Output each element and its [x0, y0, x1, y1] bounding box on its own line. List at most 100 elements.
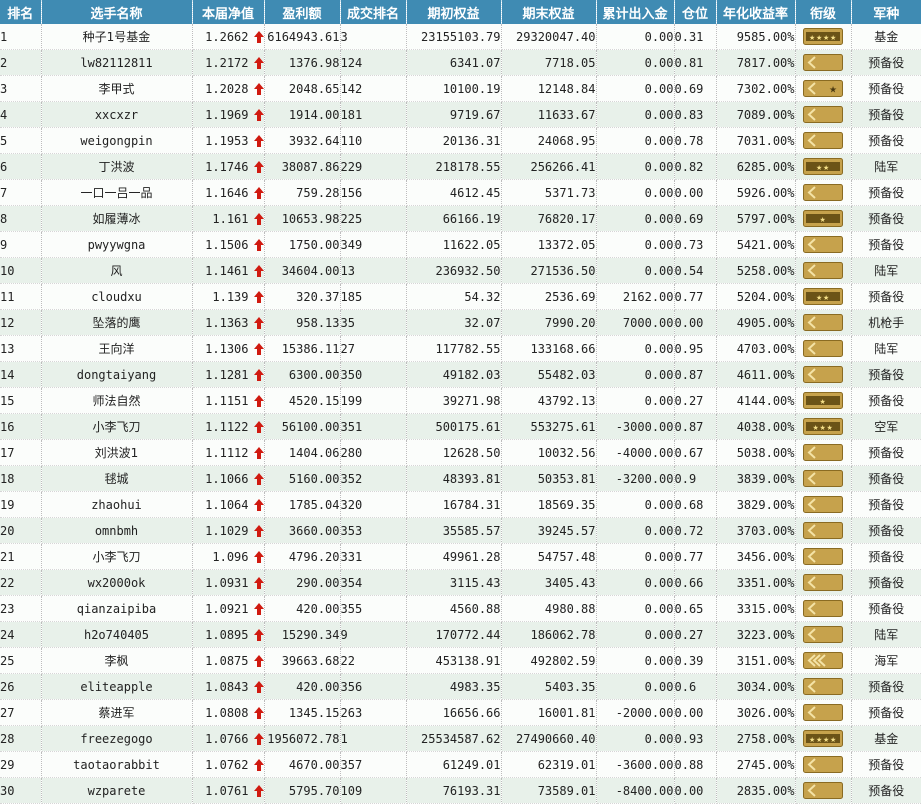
table-row[interactable]: 8 如履薄冰 1.161 10653.98 225 66166.19 76820.17 0.0…	[0, 205, 921, 232]
header-player-name[interactable]: 选手名称	[41, 0, 193, 24]
nav-value: 1.0808	[205, 705, 249, 720]
table-row[interactable]: 25 李枫 1.0875 39663.68 22 453138.91 492802.59 0.…	[0, 647, 921, 674]
player-name-link[interactable]: 王向洋	[41, 335, 193, 362]
nav-value: 1.1506	[205, 237, 249, 252]
player-name-link[interactable]: 小李飞刀	[41, 543, 193, 570]
military-rank-badge-icon	[803, 600, 843, 617]
player-name-link[interactable]: omnbmh	[41, 517, 193, 544]
player-name-link[interactable]: 李枫	[41, 647, 193, 674]
annual-return-cell: 5797.00%	[716, 205, 796, 232]
player-name-link[interactable]: pwyywgna	[41, 231, 193, 258]
table-row[interactable]: 9 pwyywgna 1.1506 1750.00 349 11622.05 13372.0…	[0, 231, 921, 258]
player-name-link[interactable]: weigongpin	[41, 127, 193, 154]
table-row[interactable]: 16 小李飞刀 1.1122 56100.00 351 500175.61 553275.6…	[0, 413, 921, 440]
header-annual-return[interactable]: 年化收益率	[716, 0, 796, 24]
table-row[interactable]: 19 zhaohui 1.1064 1785.04 320 16784.31 18569.3…	[0, 491, 921, 518]
rank-badge-cell	[795, 543, 852, 570]
header-rank[interactable]: 排名	[0, 0, 42, 24]
player-name-link[interactable]: 坠落的鹰	[41, 309, 193, 336]
table-row[interactable]: 4 xxcxzr 1.1969 1914.00 181 9719.67 11633.67 0.…	[0, 101, 921, 128]
player-name-link[interactable]: 师法自然	[41, 387, 193, 414]
table-row[interactable]: 23 qianzaipiba 1.0921 420.00 355 4560.88 4980.…	[0, 595, 921, 622]
player-name-link[interactable]: 小李飞刀	[41, 413, 193, 440]
annual-return-cell: 5258.00%	[716, 257, 796, 284]
table-row[interactable]: 20 omnbmh 1.1029 3660.00 353 35585.57 39245.57…	[0, 517, 921, 544]
table-row[interactable]: 7 一口一吕一品 1.1646 759.28 156 4612.45 5371.73 0.00…	[0, 179, 921, 206]
player-name-link[interactable]: lw82112811	[41, 49, 193, 76]
table-row[interactable]: 27 蔡进军 1.0808 1345.15 263 16656.66 16001.81 -20…	[0, 699, 921, 726]
table-row[interactable]: 21 小李飞刀 1.096 4796.20 331 49961.28 54757.48 0.0…	[0, 543, 921, 570]
header-nav[interactable]: 本届净值	[192, 0, 265, 24]
header-net-flow[interactable]: 累计出入金	[596, 0, 675, 24]
header-start-equity[interactable]: 期初权益	[406, 0, 502, 24]
player-name-link[interactable]: h2o740405	[41, 621, 193, 648]
svg-text:★: ★	[820, 216, 826, 224]
net-flow-cell: 0.00	[596, 621, 675, 648]
profit-cell: 5160.00	[264, 465, 341, 492]
rank-badge-cell	[795, 49, 852, 76]
header-rank-badge[interactable]: 衔级	[795, 0, 852, 24]
player-name-link[interactable]: cloudxu	[41, 283, 193, 310]
table-row[interactable]: 3 李甲式 1.2028 2048.65 142 10100.19 12148.84 0.00…	[0, 75, 921, 102]
table-row[interactable]: 17 刘洪波1 1.1112 1404.06 280 12628.50 10032.56 -4…	[0, 439, 921, 466]
rank-cell: 23	[0, 595, 42, 622]
nav-value: 1.0762	[205, 757, 249, 772]
start-equity-cell: 10100.19	[406, 75, 502, 102]
net-flow-cell: 0.00	[596, 543, 675, 570]
player-name-link[interactable]: dongtaiyang	[41, 361, 193, 388]
player-name-link[interactable]: 李甲式	[41, 75, 193, 102]
nav-cell: 1.0808	[192, 699, 265, 726]
player-name-link[interactable]: zhaohui	[41, 491, 193, 518]
table-row[interactable]: 11 cloudxu 1.139 320.37 185 54.32 2536.69 2162.…	[0, 283, 921, 310]
start-equity-cell: 4560.88	[406, 595, 502, 622]
player-name-link[interactable]: 如履薄冰	[41, 205, 193, 232]
up-arrow-icon	[253, 342, 263, 355]
table-row[interactable]: 5 weigongpin 1.1953 3932.64 110 20136.31 24068…	[0, 127, 921, 154]
rank-badge-cell	[795, 621, 852, 648]
service-branch-cell: 预备役	[851, 387, 921, 414]
table-row[interactable]: 15 师法自然 1.1151 4520.15 199 39271.98 43792.13 0.…	[0, 387, 921, 414]
header-position[interactable]: 仓位	[674, 0, 717, 24]
player-name-link[interactable]: wzparete	[41, 777, 193, 804]
rank-cell: 15	[0, 387, 42, 414]
player-name-link[interactable]: wx2000ok	[41, 569, 193, 596]
player-name-link[interactable]: taotaorabbit	[41, 751, 193, 778]
table-row[interactable]: 10 风 1.1461 34604.00 13 236932.50 271536.50 0.0…	[0, 257, 921, 284]
table-row[interactable]: 18 毬城 1.1066 5160.00 352 48393.81 50353.81 -320…	[0, 465, 921, 492]
table-row[interactable]: 6 丁洪波 1.1746 38087.86 229 218178.55 256266.41 0…	[0, 153, 921, 180]
player-name-link[interactable]: freezegogo	[41, 725, 193, 752]
header-trade-rank[interactable]: 成交排名	[340, 0, 407, 24]
service-branch-cell: 海军	[851, 647, 921, 674]
table-row[interactable]: 28 freezegogo 1.0766 1956072.78 1 25534587.62…	[0, 725, 921, 752]
header-end-equity[interactable]: 期末权益	[501, 0, 597, 24]
profit-cell: 39663.68	[264, 647, 341, 674]
position-cell: 0.31	[674, 24, 717, 50]
player-name-link[interactable]: 一口一吕一品	[41, 179, 193, 206]
player-name-link[interactable]: 种子1号基金	[41, 24, 193, 50]
table-row[interactable]: 29 taotaorabbit 1.0762 4670.00 357 61249.01 62…	[0, 751, 921, 778]
player-name-link[interactable]: 蔡进军	[41, 699, 193, 726]
player-name-link[interactable]: eliteapple	[41, 673, 193, 700]
table-row[interactable]: 24 h2o740405 1.0895 15290.34 9 170772.44 18606…	[0, 621, 921, 648]
table-row[interactable]: 22 wx2000ok 1.0931 290.00 354 3115.43 3405.43 0…	[0, 569, 921, 596]
end-equity-cell: 2536.69	[501, 283, 597, 310]
player-name-link[interactable]: 刘洪波1	[41, 439, 193, 466]
table-row[interactable]: 12 坠落的鹰 1.1363 958.13 35 32.07 7990.20 7000.00 0…	[0, 309, 921, 336]
player-name-link[interactable]: xxcxzr	[41, 101, 193, 128]
table-row[interactable]: 14 dongtaiyang 1.1281 6300.00 350 49182.03 554…	[0, 361, 921, 388]
end-equity-cell: 16001.81	[501, 699, 597, 726]
player-name-link[interactable]: qianzaipiba	[41, 595, 193, 622]
table-row[interactable]: 2 lw82112811 1.2172 1376.98 124 6341.07 7718.0…	[0, 49, 921, 76]
table-row[interactable]: 13 王向洋 1.1306 15386.11 27 117782.55 133168.66 0…	[0, 335, 921, 362]
header-profit[interactable]: 盈利额	[264, 0, 341, 24]
player-name-link[interactable]: 风	[41, 257, 193, 284]
player-name-link[interactable]: 毬城	[41, 465, 193, 492]
start-equity-cell: 4983.35	[406, 673, 502, 700]
profit-cell: 420.00	[264, 595, 341, 622]
player-name-link[interactable]: 丁洪波	[41, 153, 193, 180]
header-service-branch[interactable]: 军种	[851, 0, 921, 24]
table-row[interactable]: 1 种子1号基金 1.2662 6164943.61 3 23155103.79 29320…	[0, 24, 921, 50]
table-row[interactable]: 26 eliteapple 1.0843 420.00 356 4983.35 5403.3…	[0, 673, 921, 700]
table-row[interactable]: 30 wzparete 1.0761 5795.70 109 76193.31 73589.…	[0, 777, 921, 804]
